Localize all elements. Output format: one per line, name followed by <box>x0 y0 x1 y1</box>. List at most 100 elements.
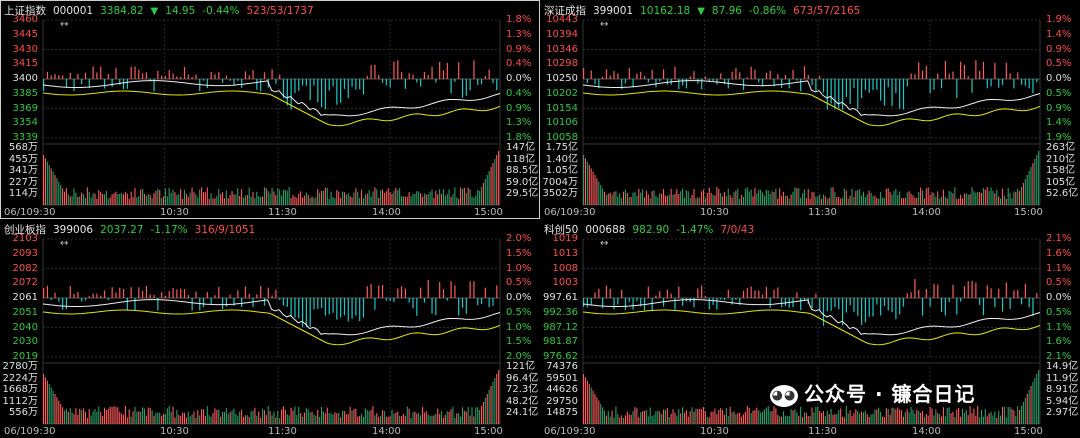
volume-bar <box>967 194 969 205</box>
breadth-bar <box>50 75 52 79</box>
volume-bar <box>90 415 92 424</box>
chart-panel-2[interactable]: 深证成指 399001 10162.18 ▼ 87.96 -0.86% 673/57/216… <box>540 0 1080 219</box>
breadth-bar <box>115 292 117 298</box>
breadth-bar <box>956 79 958 99</box>
volume-bar <box>81 192 83 205</box>
volume-bar <box>718 409 720 424</box>
volume-bar <box>664 409 666 424</box>
volume-bar <box>971 187 973 205</box>
volume-bar <box>378 417 380 424</box>
breadth-bar <box>963 286 966 298</box>
volume-bar <box>868 190 870 205</box>
breadth-bar <box>172 73 174 79</box>
y-axis-left-label: 2072 <box>12 277 38 289</box>
volume-bar <box>212 413 214 424</box>
volume-axis-left-label: 3502万 <box>542 188 578 199</box>
volume-bar <box>944 416 946 424</box>
volume-bar <box>651 191 653 205</box>
volume-bar <box>482 183 484 205</box>
breadth-bar <box>834 298 836 308</box>
volume-axis-left-label: 1668万 <box>2 384 38 395</box>
link-toggle-icon[interactable]: ↔ <box>600 238 609 249</box>
chart-panel-4[interactable]: 科创50 000688 982.90 -1.47% 7/0/43 ↔ 1019 1013 100… <box>540 219 1080 438</box>
breadth-bar <box>233 79 235 86</box>
y-axis-right-label: 1.0% <box>506 321 532 333</box>
breadth-bar <box>853 298 855 313</box>
volume-bar <box>653 415 655 424</box>
breadth-bar <box>157 70 159 79</box>
y-axis-right-label: 0.0% <box>506 73 532 84</box>
link-toggle-icon[interactable]: ↔ <box>600 19 609 30</box>
breadth-bar <box>355 79 357 90</box>
breadth-bar <box>937 284 939 298</box>
breadth-bar <box>792 298 794 308</box>
volume-bar <box>615 406 617 424</box>
breadth-bar <box>975 60 977 79</box>
volume-bar <box>636 195 638 205</box>
volume-bar <box>301 416 304 424</box>
volume-axis-left-label: 1112万 <box>2 395 38 407</box>
volume-bar <box>870 192 872 205</box>
breadth-bar <box>666 79 668 85</box>
volume-bar <box>739 412 741 424</box>
breadth-bar <box>233 298 235 306</box>
volume-bar <box>237 416 239 424</box>
breadth-bar <box>963 64 966 79</box>
breadth-bar <box>260 285 262 298</box>
volume-bar <box>52 171 54 205</box>
y-axis-left-label: 3430 <box>12 43 38 55</box>
volume-bar <box>632 410 634 424</box>
volume-bar <box>303 195 305 205</box>
price-line <box>582 80 1041 117</box>
volume-bar <box>819 194 821 205</box>
volume-axis-left-label: 7004万 <box>542 176 578 188</box>
breadth-bar <box>362 79 365 95</box>
volume-bar <box>86 187 88 205</box>
breadth-bar <box>267 287 269 298</box>
volume-bar <box>666 196 668 205</box>
link-toggle-icon[interactable]: ↔ <box>60 238 69 249</box>
volume-bar <box>58 181 60 205</box>
volume-bar <box>389 192 391 205</box>
breadth-bar <box>195 74 197 79</box>
breadth-bar <box>765 286 767 298</box>
breadth-bar <box>286 298 288 307</box>
volume-bar <box>494 159 496 205</box>
chart-panel-3[interactable]: 创业板指 399006 2037.27 -1.17% 316/9/1051 ↔ 2103 20… <box>0 219 540 438</box>
volume-bar <box>425 411 427 424</box>
link-toggle-icon[interactable]: ↔ <box>60 19 69 30</box>
volume-bar <box>90 197 92 205</box>
y-axis-left-label: 3369 <box>12 102 38 114</box>
volume-bar <box>376 189 378 205</box>
volume-axis-left-label: 14875 <box>546 407 578 418</box>
volume-bar <box>88 409 90 424</box>
breadth-bar <box>670 293 672 298</box>
breadth-bar <box>96 72 98 79</box>
volume-bar <box>975 192 977 205</box>
volume-bar <box>782 411 785 424</box>
breadth-bar <box>381 79 384 83</box>
breadth-bar <box>142 73 144 79</box>
volume-bar <box>75 192 77 205</box>
breadth-bar <box>773 289 775 298</box>
breadth-bar <box>420 287 422 298</box>
breadth-bar <box>221 298 224 309</box>
volume-bar <box>145 415 147 424</box>
volume-bar <box>221 411 224 424</box>
chart-panel-1[interactable]: 上证指数 000001 3384.82 ▼ 14.95 -0.44% 523/53/1737… <box>0 0 540 219</box>
y-axis-left-label: 2082 <box>12 262 38 274</box>
volume-bar <box>986 416 988 424</box>
breadth-bar <box>998 288 1000 298</box>
breadth-bar <box>887 79 889 88</box>
volume-bar <box>334 412 336 424</box>
volume-bar <box>706 192 708 205</box>
volume-bar <box>1013 191 1015 205</box>
breadth-bar <box>81 79 83 85</box>
volume-bar <box>902 198 904 205</box>
volume-bar <box>758 410 760 424</box>
volume-bar <box>735 414 737 424</box>
volume-bar <box>861 411 863 424</box>
volume-bar <box>712 411 714 424</box>
volume-bar <box>676 189 678 205</box>
volume-bar <box>496 155 498 205</box>
